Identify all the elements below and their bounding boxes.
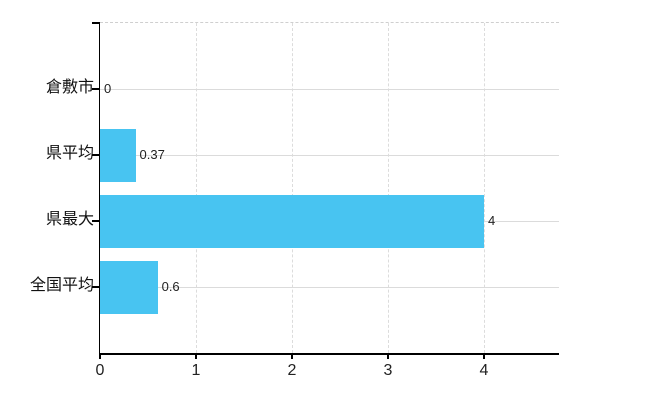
vertical-gridline	[291, 23, 293, 353]
x-axis-tick	[195, 353, 197, 359]
x-tick-label: 0	[95, 362, 105, 379]
value-label: 4	[488, 213, 496, 228]
y-axis-tick	[92, 220, 100, 222]
value-label: 0	[104, 81, 112, 96]
category-label: 県最大	[45, 211, 94, 228]
bar	[100, 260, 158, 314]
bar	[100, 128, 136, 182]
vertical-gridline	[387, 23, 389, 353]
vertical-gridline	[195, 23, 197, 353]
category-label: 県平均	[45, 145, 94, 162]
x-axis-tick	[483, 353, 485, 359]
plot-area: 0 1 2 3 4 0 0.37 4 0.6	[92, 22, 559, 379]
value-label: 0.6	[161, 279, 180, 294]
horizontal-gridline	[100, 154, 559, 156]
x-tick-label: 2	[287, 362, 297, 379]
category-label: 倉敷市	[45, 79, 94, 96]
y-axis-tick	[92, 88, 100, 90]
y-axis-tick	[92, 154, 100, 156]
x-axis-tick	[387, 353, 389, 359]
x-axis-tick	[99, 353, 101, 359]
y-axis-line	[98, 22, 100, 355]
x-axis-line	[98, 353, 559, 355]
y-axis-tick	[92, 22, 100, 24]
bar	[100, 194, 484, 248]
category-label: 全国平均	[29, 277, 94, 294]
x-axis-tick	[291, 353, 293, 359]
x-tick-label: 1	[191, 362, 201, 379]
horizontal-gridline	[100, 88, 559, 90]
x-tick-label: 4	[479, 362, 489, 379]
value-label: 0.37	[139, 147, 165, 162]
horizontal-gridline	[100, 286, 559, 288]
vertical-gridline	[483, 23, 485, 353]
x-tick-label: 3	[383, 362, 393, 379]
y-axis-tick	[92, 286, 100, 288]
